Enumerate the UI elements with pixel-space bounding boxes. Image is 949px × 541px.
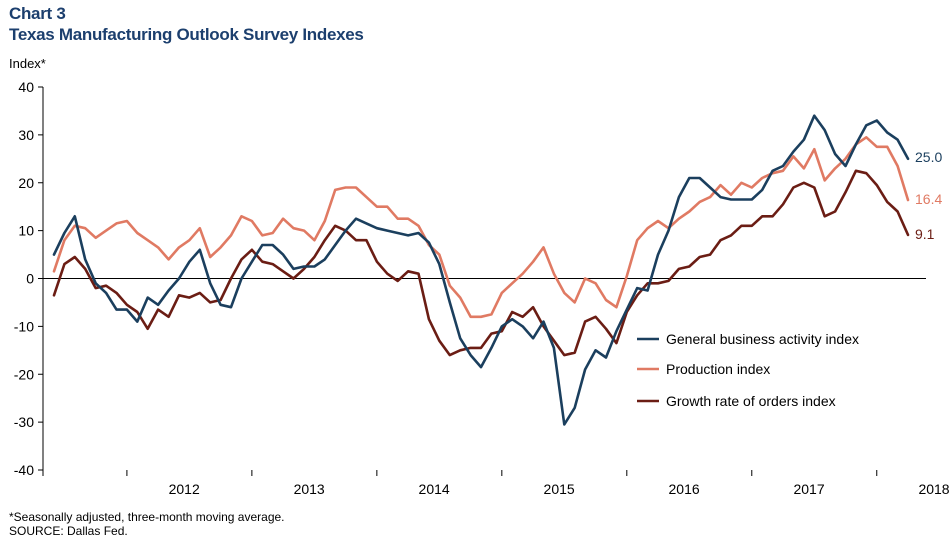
x-tick-label: 2018 xyxy=(918,481,949,497)
series-line xyxy=(52,114,910,426)
legend: General business activity index Productio… xyxy=(637,331,859,409)
x-tick-label: 2016 xyxy=(669,481,700,497)
source-note: SOURCE: Dallas Fed. xyxy=(9,524,128,538)
end-value-labels: 25.0 16.4 9.1 xyxy=(915,149,942,242)
plot-area xyxy=(52,114,910,426)
y-tick-label: -20 xyxy=(14,366,34,382)
series-end-label: 9.1 xyxy=(915,226,935,242)
y-tick-label: 10 xyxy=(18,223,34,239)
x-axis: 2012 2013 2014 2015 2016 2017 2018 xyxy=(42,470,949,497)
y-tick-label: -30 xyxy=(14,414,34,430)
y-tick-label: 20 xyxy=(18,175,34,191)
y-axis: 40 30 20 10 0 -10 -20 -30 -40 xyxy=(14,79,43,478)
footnote: *Seasonally adjusted, three-month moving… xyxy=(9,510,285,524)
y-axis-label: Index* xyxy=(9,56,46,71)
x-tick-label: 2012 xyxy=(169,481,200,497)
x-tick-label: 2014 xyxy=(419,481,450,497)
legend-label: Growth rate of orders index xyxy=(666,393,836,409)
y-tick-label: 0 xyxy=(26,271,34,287)
chart-number: Chart 3 xyxy=(9,4,66,23)
series-end-label: 25.0 xyxy=(915,149,942,165)
legend-label: Production index xyxy=(666,361,770,377)
x-tick-label: 2017 xyxy=(793,481,824,497)
legend-label: General business activity index xyxy=(666,331,859,347)
series-line xyxy=(52,169,910,357)
series-line xyxy=(52,136,910,319)
chart-title: Texas Manufacturing Outlook Survey Index… xyxy=(9,25,364,44)
y-tick-label: 30 xyxy=(18,127,34,143)
x-tick-label: 2013 xyxy=(294,481,325,497)
series-end-label: 16.4 xyxy=(915,191,942,207)
y-tick-label: -40 xyxy=(14,462,34,478)
x-tick-label: 2015 xyxy=(544,481,575,497)
y-tick-label: 40 xyxy=(18,79,34,95)
y-tick-label: -10 xyxy=(14,318,34,334)
